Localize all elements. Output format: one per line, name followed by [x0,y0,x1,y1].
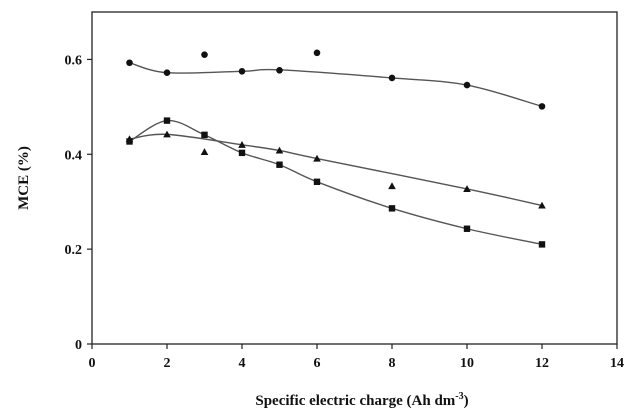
triangle-point-5 [313,154,321,162]
x-axis-title: Specific electric charge (Ah dm-3) [255,391,468,409]
square-point-8 [538,241,546,248]
x-tick-label-4: 8 [389,356,396,371]
circle-point-8 [538,103,546,110]
x-tick-label-3: 6 [314,356,321,371]
square-point-7 [463,225,471,232]
x-tick-label-6: 12 [535,356,549,371]
circle-point-2 [201,51,208,58]
x-tick-label-7: 14 [610,356,624,371]
circle-point-4 [276,67,283,74]
y-tick-label-3: 0.6 [65,53,83,68]
x-tick-label-0: 0 [89,356,96,371]
plot-frame [91,11,618,345]
x-tick-label-5: 10 [460,356,474,371]
x-axis: 0 2 4 6 8 10 12 14 [89,344,624,371]
x-axis-title-suffix: ) [464,393,469,409]
circle-point-1 [163,69,171,77]
circle-point-7 [463,81,471,89]
square-point-2 [201,131,208,139]
x-axis-title-main: Specific electric charge (Ah dm [255,393,455,409]
triangle-point-2 [200,148,209,155]
x-tick-label-2: 4 [239,356,246,371]
plot-area [91,11,618,345]
x-tick-label-1: 2 [164,356,171,371]
y-tick-label-0: 0 [75,338,82,353]
triangle-point-8 [538,201,546,209]
trend-lines [129,62,543,246]
x-axis-title-superscript: -3 [455,391,463,402]
triangle-point-3 [238,141,246,148]
square-point-1 [163,117,171,124]
triangle-point-0 [125,135,134,143]
trend-line-circle [129,62,543,108]
triangle-point-6 [388,182,396,190]
y-tick-label-1: 0.2 [65,243,83,258]
data-markers [125,49,546,248]
triangle-point-7 [463,185,471,192]
square-point-5 [313,178,321,185]
trend-line-triangle [129,133,543,207]
circle-point-6 [388,74,396,82]
circle-point-3 [238,67,246,75]
square-point-6 [388,205,396,212]
square-point-3 [238,149,246,157]
triangle-point-1 [163,130,171,138]
y-tick-label-2: 0.4 [65,148,83,163]
y-axis: 0 0.2 0.4 0.6 [65,53,92,353]
y-axis-title: MCE (%) [16,146,32,210]
square-point-4 [276,161,283,168]
triangle-point-4 [275,146,284,154]
circle-point-0 [126,59,133,67]
circle-point-5 [313,49,321,57]
trend-line-square [129,119,543,246]
